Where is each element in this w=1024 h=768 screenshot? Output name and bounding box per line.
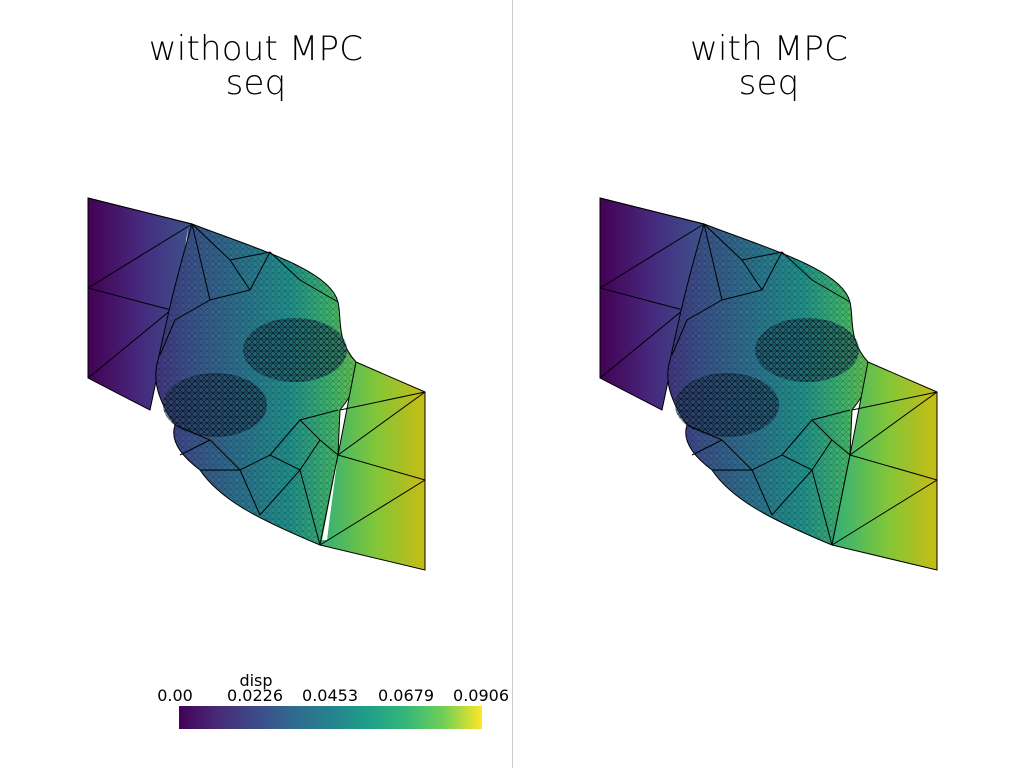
left-title: without MPC seq <box>0 32 512 100</box>
mesh-without-mpc <box>87 197 426 571</box>
colorbar-tick-4: 0.0906 <box>453 686 509 705</box>
colorbar-title: disp <box>239 671 273 690</box>
right-title-line1: with MPC <box>689 29 849 69</box>
colorbar-tick-2: 0.0453 <box>302 686 358 705</box>
colorbar-tick-0: 0.00 <box>157 686 193 705</box>
left-title-line2: seq <box>225 63 287 103</box>
right-title-line2: seq <box>738 63 800 103</box>
right-block <box>831 361 938 571</box>
colorbar-tick-3: 0.0679 <box>378 686 434 705</box>
viewport-divider[interactable] <box>512 0 513 768</box>
colorbar-tick-1: 0.0226 <box>227 686 283 705</box>
left-title-line1: without MPC <box>148 29 364 69</box>
right-viewport[interactable]: with MPC seq <box>513 0 1024 768</box>
right-block <box>319 361 426 571</box>
left-viewport[interactable]: without MPC seq disp 0.00 0.0226 0.0453 … <box>0 0 512 768</box>
colorbar-gradient <box>179 706 482 729</box>
right-title: with MPC seq <box>513 32 1024 100</box>
mesh-with-mpc <box>599 197 938 571</box>
